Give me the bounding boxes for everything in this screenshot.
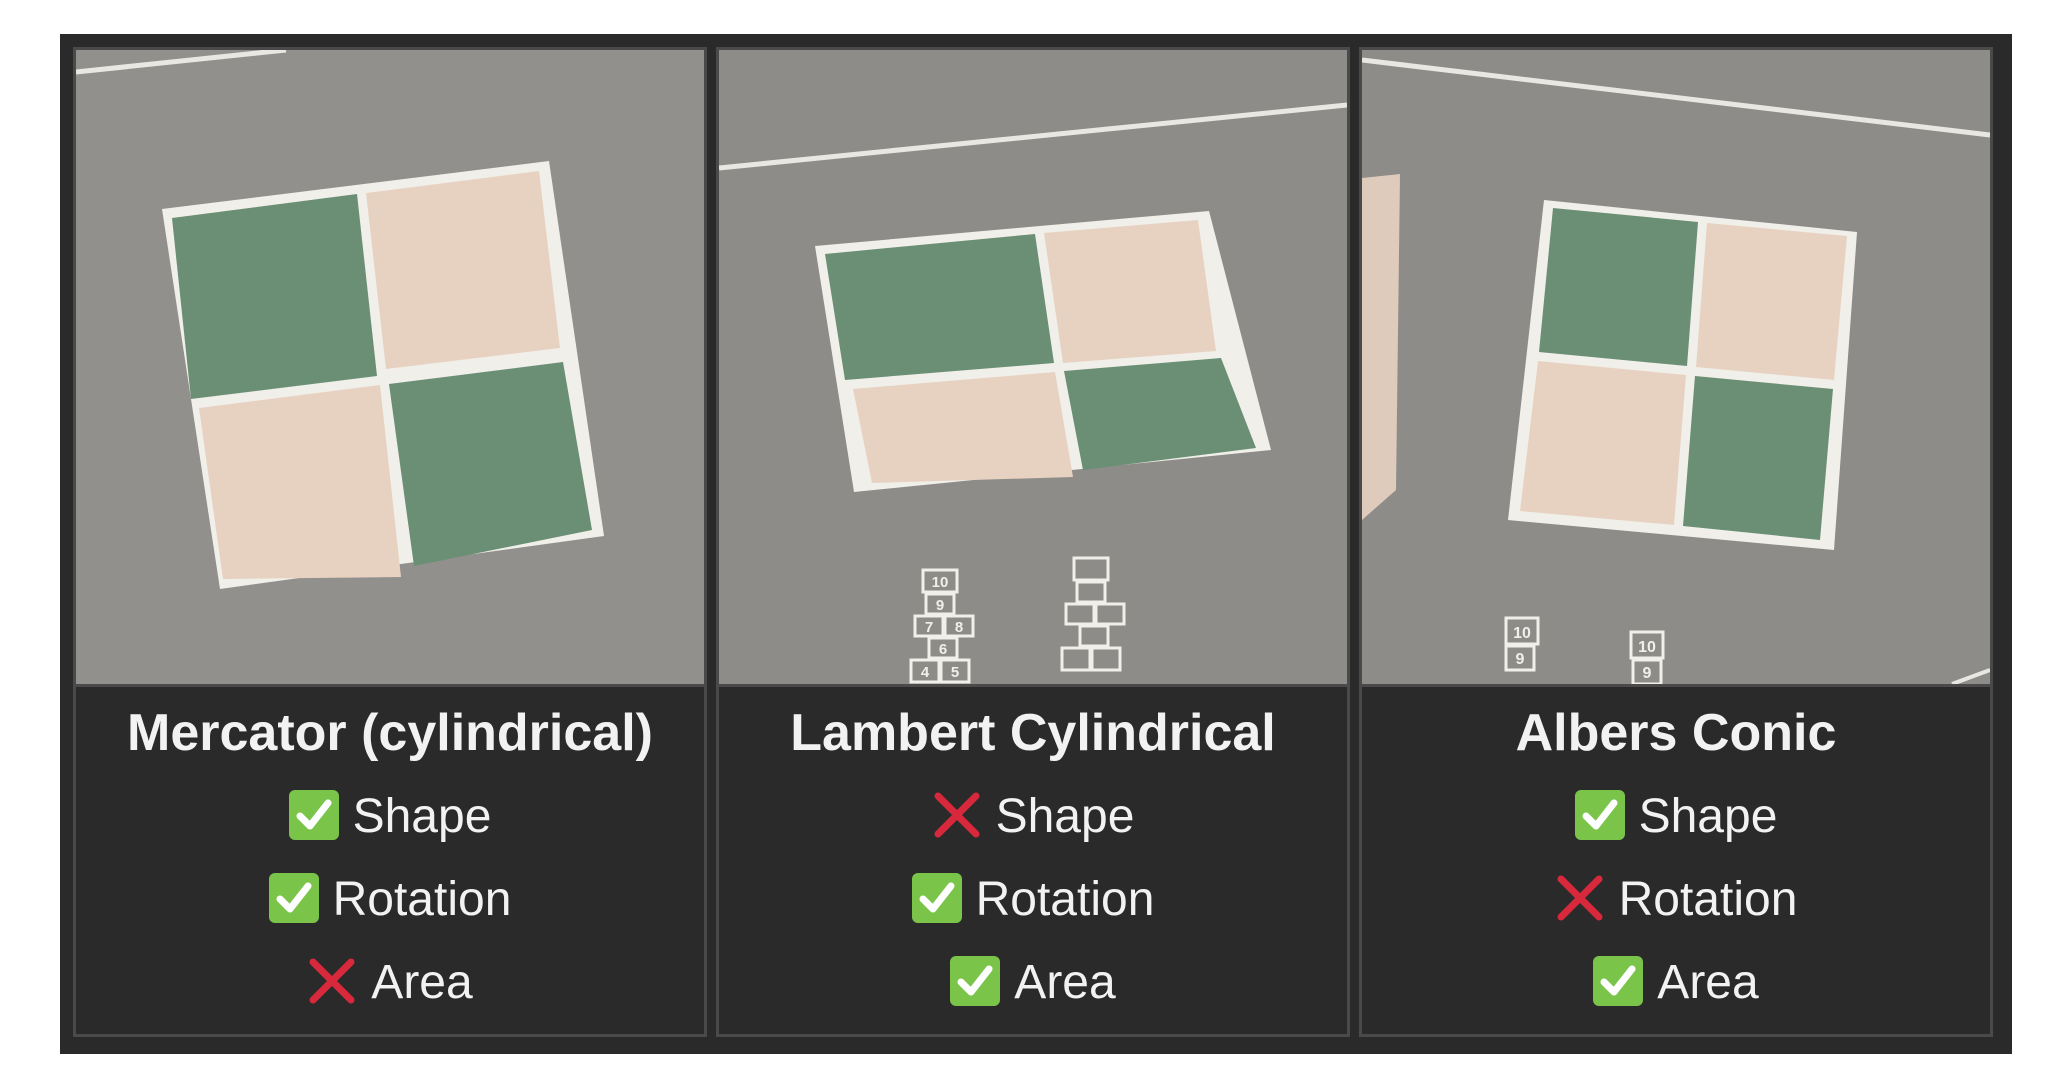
projection-title: Albers Conic (1515, 704, 1837, 762)
hopscotch-number: 10 (1638, 639, 1656, 656)
criterion-area: Area (719, 953, 1347, 1013)
hopscotch-number: 9 (936, 597, 944, 614)
hopscotch-number: 8 (955, 619, 963, 636)
caption-albers: Albers Conic Shape Rotation Area (1362, 684, 1990, 1034)
criterion-label: Shape (1638, 790, 1778, 843)
hopscotch-number: 10 (1513, 625, 1531, 642)
hopscotch-number: 9 (1516, 651, 1525, 668)
aerial-image-lambert: 10 9 7 8 6 4 5 (719, 50, 1347, 684)
comparison-frame: Mercator (cylindrical) Shape Rotation Ar… (60, 34, 2012, 1054)
panel-lambert-cylindrical: 10 9 7 8 6 4 5 Lambert Cylindrical Shape… (716, 47, 1350, 1037)
check-icon (950, 956, 1001, 1006)
criterion-label: Area (371, 956, 473, 1009)
criterion-label: Rotation (1618, 873, 1798, 926)
criterion-shape: Shape (1362, 787, 1990, 847)
hopscotch-number: 6 (939, 641, 947, 658)
hopscotch-number: 9 (1643, 665, 1652, 682)
criterion-label: Shape (995, 790, 1135, 843)
criterion-shape: Shape (719, 787, 1347, 847)
check-icon (1574, 790, 1625, 840)
cross-icon (1557, 875, 1603, 921)
hopscotch-number: 5 (951, 664, 959, 681)
criterion-rotation: Rotation (719, 870, 1347, 930)
check-icon (911, 873, 962, 923)
caption-mercator: Mercator (cylindrical) Shape Rotation Ar… (76, 684, 704, 1034)
criterion-rotation: Rotation (76, 870, 704, 930)
check-icon (288, 790, 339, 840)
panel-albers-conic: 10 9 10 9 Albers Conic Shape Rotation Ar… (1359, 47, 1993, 1037)
caption-lambert: Lambert Cylindrical Shape Rotation Area (719, 684, 1347, 1034)
criterion-rotation: Rotation (1362, 870, 1990, 930)
check-icon (1593, 956, 1644, 1006)
projection-title: Mercator (cylindrical) (127, 704, 653, 762)
criterion-label: Area (1014, 956, 1116, 1009)
criterion-label: Rotation (332, 873, 512, 926)
aerial-image-albers: 10 9 10 9 (1362, 50, 1990, 684)
aerial-image-mercator (76, 50, 704, 684)
hopscotch-number: 7 (925, 619, 933, 636)
cross-icon (309, 958, 355, 1004)
hopscotch-number: 4 (921, 664, 930, 681)
criterion-label: Rotation (975, 873, 1155, 926)
criterion-area: Area (1362, 953, 1990, 1013)
cross-icon (934, 792, 980, 838)
criterion-label: Area (1657, 956, 1759, 1009)
hopscotch-number: 10 (932, 574, 949, 591)
criterion-area: Area (76, 953, 704, 1013)
panel-mercator: Mercator (cylindrical) Shape Rotation Ar… (73, 47, 707, 1037)
criterion-shape: Shape (76, 787, 704, 847)
check-icon (268, 873, 319, 923)
criterion-label: Shape (352, 790, 492, 843)
projection-title: Lambert Cylindrical (790, 704, 1276, 762)
